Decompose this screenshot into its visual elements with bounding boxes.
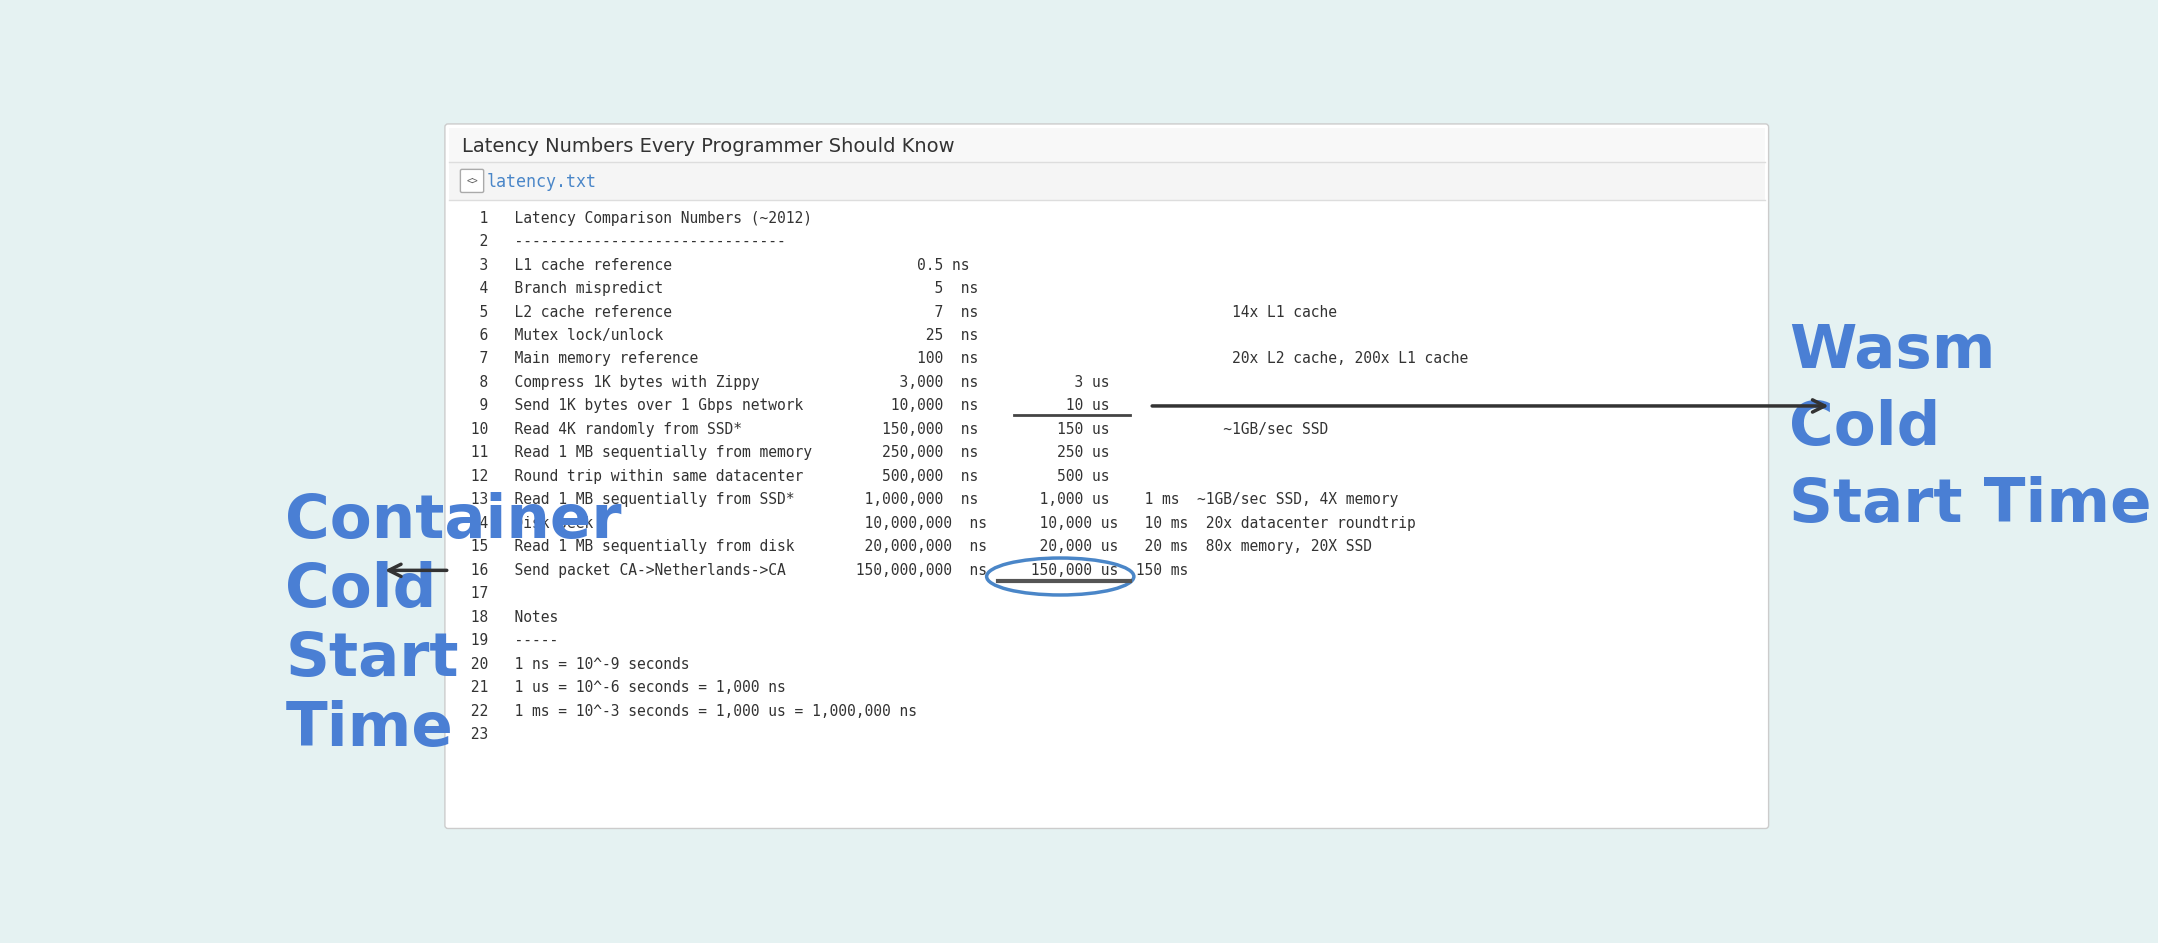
- Text: Cold: Cold: [285, 561, 436, 620]
- Text: 13   Read 1 MB sequentially from SSD*        1,000,000  ns       1,000 us    1 m: 13 Read 1 MB sequentially from SSD* 1,00…: [462, 492, 1398, 507]
- Text: 21   1 us = 10^-6 seconds = 1,000 ns: 21 1 us = 10^-6 seconds = 1,000 ns: [462, 680, 786, 695]
- Text: Start Time: Start Time: [1789, 476, 2152, 536]
- Text: 10   Read 4K randomly from SSD*                150,000  ns         150 us       : 10 Read 4K randomly from SSD* 150,000 ns…: [462, 422, 1327, 437]
- Text: <>: <>: [466, 176, 477, 187]
- Text: 22   1 ms = 10^-3 seconds = 1,000 us = 1,000,000 ns: 22 1 ms = 10^-3 seconds = 1,000 us = 1,0…: [462, 703, 917, 719]
- Text: 14   Disk seek                               10,000,000  ns      10,000 us   10 : 14 Disk seek 10,000,000 ns 10,000 us 10: [462, 516, 1416, 531]
- Text: 19   -----: 19 -----: [462, 634, 559, 648]
- Text: 1   Latency Comparison Numbers (~2012): 1 Latency Comparison Numbers (~2012): [462, 210, 811, 225]
- Text: 12   Round trip within same datacenter         500,000  ns         500 us: 12 Round trip within same datacenter 500…: [462, 469, 1109, 484]
- Text: Latency Numbers Every Programmer Should Know: Latency Numbers Every Programmer Should …: [462, 137, 954, 156]
- Text: Container: Container: [285, 491, 622, 551]
- Text: 17: 17: [462, 587, 488, 602]
- Text: 23: 23: [462, 727, 488, 742]
- Text: Wasm: Wasm: [1789, 323, 1996, 381]
- FancyBboxPatch shape: [460, 170, 483, 192]
- FancyBboxPatch shape: [449, 163, 1765, 200]
- Text: Time: Time: [285, 700, 453, 759]
- Text: 9   Send 1K bytes over 1 Gbps network          10,000  ns          10 us: 9 Send 1K bytes over 1 Gbps network 10,0…: [462, 399, 1109, 413]
- Text: 11   Read 1 MB sequentially from memory        250,000  ns         250 us: 11 Read 1 MB sequentially from memory 25…: [462, 445, 1109, 460]
- Text: 8   Compress 1K bytes with Zippy                3,000  ns           3 us: 8 Compress 1K bytes with Zippy 3,000 ns …: [462, 375, 1109, 390]
- Text: 18   Notes: 18 Notes: [462, 610, 559, 625]
- Text: 7   Main memory reference                         100  ns                       : 7 Main memory reference 100 ns: [462, 352, 1467, 367]
- Text: 15   Read 1 MB sequentially from disk        20,000,000  ns      20,000 us   20 : 15 Read 1 MB sequentially from disk 20,0…: [462, 539, 1372, 554]
- Text: 20   1 ns = 10^-9 seconds: 20 1 ns = 10^-9 seconds: [462, 656, 688, 671]
- Text: 5   L2 cache reference                              7  ns                       : 5 L2 cache reference 7 ns: [462, 305, 1338, 320]
- Text: 4   Branch mispredict                               5  ns: 4 Branch mispredict 5 ns: [462, 281, 978, 296]
- Text: 2   -------------------------------: 2 -------------------------------: [462, 234, 786, 249]
- Bar: [449, 128, 1765, 162]
- Text: 6   Mutex lock/unlock                              25  ns: 6 Mutex lock/unlock 25 ns: [462, 328, 978, 343]
- FancyBboxPatch shape: [445, 124, 1770, 829]
- Text: Cold: Cold: [1789, 399, 1940, 458]
- Text: 3   L1 cache reference                            0.5 ns: 3 L1 cache reference 0.5 ns: [462, 257, 969, 273]
- Text: 16   Send packet CA->Netherlands->CA        150,000,000  ns     150,000 us  150 : 16 Send packet CA->Netherlands->CA 150,0…: [462, 563, 1189, 578]
- Text: Start: Start: [285, 630, 460, 689]
- Text: latency.txt: latency.txt: [488, 173, 598, 190]
